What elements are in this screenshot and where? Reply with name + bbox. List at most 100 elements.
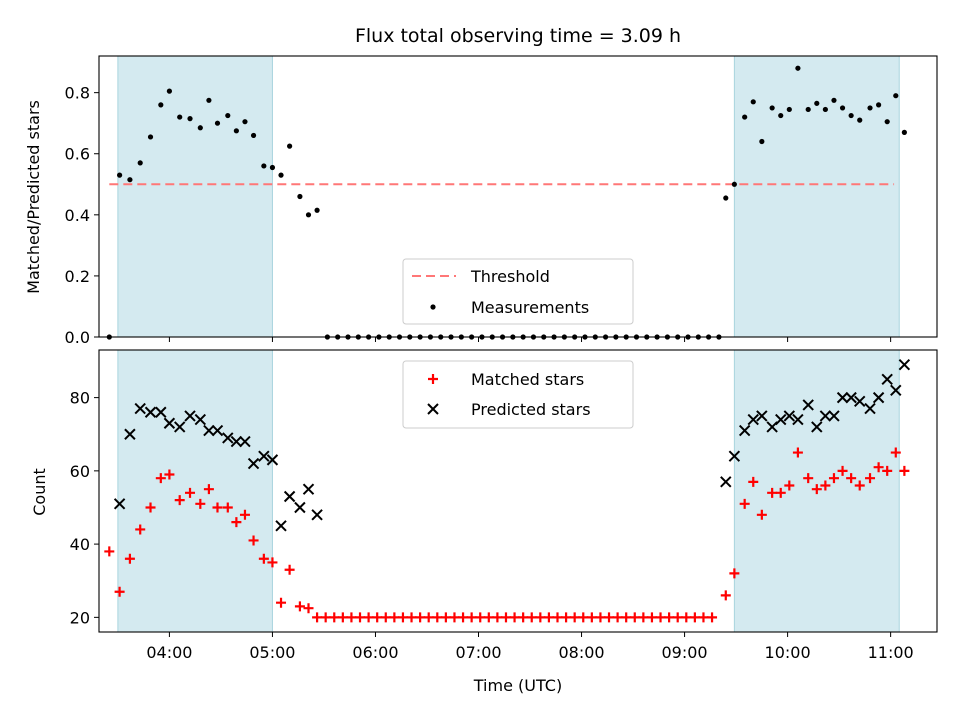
- top-series-0-point-69: [786, 106, 792, 113]
- bottom-y-tick-label-2: 60: [70, 462, 90, 481]
- bottom-series-1-point-0: [113, 498, 126, 510]
- bottom-series-0-point-55: [595, 612, 606, 623]
- bottom-series-1-point-38: [864, 402, 876, 415]
- bottom-series-0-point-31: [389, 612, 400, 623]
- bottom-y-tick-label-3: 80: [70, 389, 90, 408]
- top-shaded-interval-0: [117, 55, 273, 338]
- bottom-series-0-point-70: [729, 568, 740, 579]
- bottom-series-0-point-2: [124, 553, 135, 564]
- bottom-series-0-point-18: [276, 597, 287, 608]
- top-series-0-point-11: [214, 120, 221, 126]
- bottom-series-0-point-23: [320, 612, 331, 623]
- bottom-legend-box: [402, 360, 634, 429]
- bottom-series-1-point-30: [792, 413, 804, 426]
- bottom-series-0-point-57: [612, 612, 623, 623]
- top-series-0-point-7: [177, 114, 183, 120]
- top-axes-frame: [98, 55, 938, 338]
- top-series-0-point-75: [839, 105, 846, 111]
- bottom-series-0-point-4: [145, 502, 156, 513]
- bottom-series-1-point-20: [302, 483, 315, 495]
- bottom-series-0-point-75: [775, 487, 786, 498]
- bottom-series-0-point-60: [638, 612, 649, 623]
- top-series-0-point-12: [225, 112, 231, 119]
- top-series-0-point-15: [250, 132, 257, 139]
- bottom-series-0-point-85: [865, 473, 876, 484]
- bottom-series-0-point-36: [432, 612, 443, 623]
- top-series-0-point-80: [884, 119, 890, 125]
- bottom-series-0-point-22: [312, 612, 323, 623]
- bottom-series-1-point-10: [211, 424, 224, 437]
- bottom-series-0-point-65: [681, 612, 692, 623]
- bottom-series-0-point-63: [664, 612, 675, 623]
- bottom-series-1-point-11: [222, 432, 234, 444]
- bottom-series-0-point-82: [837, 465, 848, 476]
- bottom-axes-frame: [98, 349, 938, 633]
- bottom-series-1-point-23: [728, 450, 741, 462]
- bottom-series-0-point-68: [707, 612, 718, 623]
- bottom-series-0-point-15: [248, 535, 259, 546]
- bottom-series-1-point-32: [811, 421, 823, 433]
- top-series-0-point-3: [137, 160, 143, 166]
- bottom-series-0-point-53: [578, 612, 589, 623]
- legend-matched-swatch: [428, 374, 438, 384]
- bottom-legend: Matched stars Predicted stars: [402, 360, 634, 429]
- x-axis-label: Time (UTC): [473, 676, 562, 695]
- bottom-series-0-point-35: [423, 612, 434, 623]
- legend-matched-label: Matched stars: [471, 370, 584, 389]
- top-series-0-point-82: [901, 129, 907, 135]
- top-series-0-point-4: [147, 134, 154, 140]
- bottom-series-1-point-6: [174, 421, 186, 433]
- bottom-series-1-point-28: [775, 413, 787, 426]
- bottom-series-1-point-42: [898, 358, 911, 371]
- bottom-series-1-point-34: [828, 410, 840, 422]
- top-series-0-point-74: [831, 97, 837, 103]
- top-panel: 0.0 0.2 0.4 0.6 0.8 Threshold Measurements: [65, 55, 938, 347]
- bottom-series-1-point-9: [203, 424, 215, 437]
- top-series-0-point-62: [723, 195, 729, 201]
- bottom-series-1-point-22: [720, 476, 732, 488]
- bottom-series-1-point-39: [872, 391, 885, 404]
- top-y-tick-label-2: 0.4: [65, 206, 90, 225]
- bottom-series-0-point-67: [698, 612, 709, 623]
- top-series-0-point-5: [158, 102, 164, 108]
- top-series-0-point-13: [233, 128, 239, 134]
- bottom-series-0-point-27: [355, 612, 366, 623]
- bottom-series-0-point-72: [748, 476, 759, 487]
- top-series-0-point-64: [742, 114, 748, 120]
- bottom-series-0-point-59: [629, 612, 640, 623]
- legend-predicted-swatch: [427, 403, 439, 415]
- bottom-series-0-point-76: [784, 480, 795, 491]
- bottom-series-0-point-62: [655, 612, 666, 623]
- top-series-0-point-77: [857, 117, 863, 123]
- bottom-series-0-point-33: [406, 612, 417, 623]
- top-series-0-point-10: [206, 97, 212, 103]
- bottom-series-0-point-28: [363, 612, 374, 623]
- top-y-tick-label-3: 0.6: [65, 145, 90, 164]
- top-series-0-point-81: [893, 93, 899, 99]
- chart-title: Flux total observing time = 3.09 h: [355, 25, 681, 47]
- top-series-0-point-71: [805, 106, 811, 113]
- bottom-panel: 20 40 60 80 04:00 05:00 06:00 07:00 08:00 09:00 10…: [70, 349, 938, 662]
- bottom-series-0-point-89: [899, 465, 910, 476]
- top-series-0-point-6: [166, 88, 173, 94]
- bottom-series-0-point-32: [397, 612, 408, 623]
- legend-measurements-label: Measurements: [471, 298, 589, 317]
- bottom-series-0-point-11: [212, 502, 223, 513]
- bottom-series-0-point-52: [569, 612, 580, 623]
- bottom-series-0-point-88: [890, 447, 901, 458]
- bottom-series-1-point-37: [854, 395, 866, 407]
- bottom-series-1-point-14: [247, 457, 260, 470]
- bottom-series-0-point-25: [337, 612, 348, 623]
- bottom-series-0-point-19: [284, 564, 295, 575]
- bottom-series-0-point-9: [195, 498, 206, 509]
- bottom-series-0-point-58: [621, 612, 632, 623]
- bottom-series-0-point-17: [267, 557, 278, 568]
- bottom-series-1-point-4: [155, 406, 167, 418]
- top-series-0-point-18: [278, 172, 284, 178]
- bottom-series-1-point-18: [283, 490, 296, 503]
- bottom-series-0-point-0: [104, 546, 115, 557]
- bottom-series-1-point-7: [184, 410, 196, 422]
- bottom-series-0-point-42: [483, 612, 494, 623]
- bottom-series-1-point-33: [819, 410, 832, 422]
- bottom-series-1-point-35: [836, 391, 849, 404]
